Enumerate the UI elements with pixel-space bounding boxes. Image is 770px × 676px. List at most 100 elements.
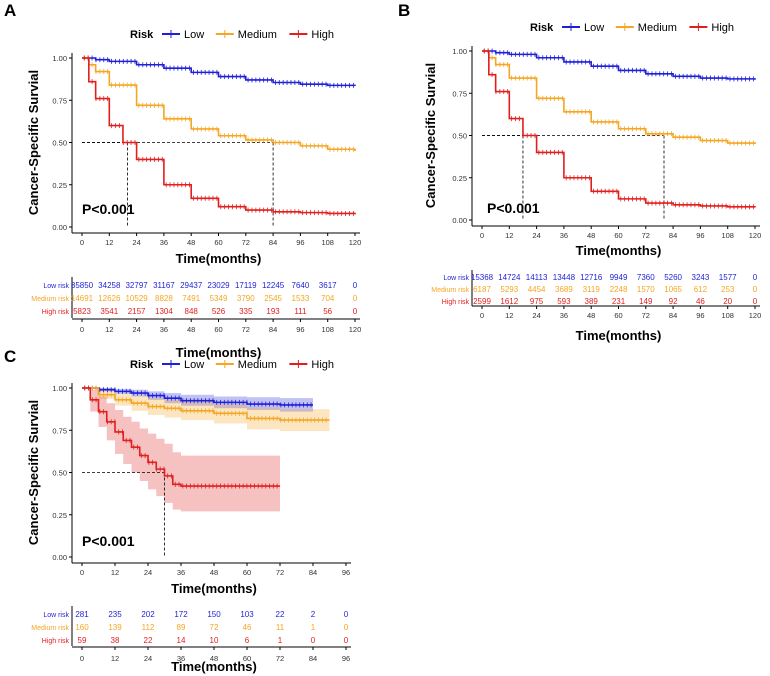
risk-count: 1304 (155, 307, 173, 316)
risk-count: 3689 (555, 285, 573, 294)
risk-x-tick-label: 108 (321, 325, 334, 334)
risk-count: 281 (75, 610, 89, 619)
risk-x-tick-label: 60 (214, 325, 222, 334)
risk-count: 10 (210, 636, 219, 645)
risk-x-tick-label: 48 (210, 654, 218, 663)
risk-table-xlabel: Time(months) (176, 345, 262, 360)
risk-count: 5349 (210, 294, 228, 303)
x-tick-label: 12 (111, 568, 119, 577)
y-tick-label: 0.75 (52, 426, 67, 435)
x-axis-label: Time(months) (171, 581, 257, 596)
risk-x-tick-label: 0 (480, 311, 484, 320)
risk-count: 17119 (235, 281, 257, 290)
legend-label-medium: Medium (238, 29, 277, 41)
risk-count: 12245 (262, 281, 285, 290)
risk-count: 14113 (526, 273, 548, 282)
axes: 0.00 0.25 0.50 0.75 1.00 0 12 24 36 48 60 72 84 96 108… (26, 53, 361, 266)
risk-x-tick-label: 36 (160, 325, 168, 334)
risk-x-tick-label: 12 (105, 325, 113, 334)
risk-count: 172 (174, 610, 188, 619)
x-tick-label: 36 (560, 231, 568, 240)
x-tick-label: 120 (749, 231, 762, 240)
x-tick-label: 96 (296, 238, 304, 247)
legend-label-high: High (711, 22, 734, 34)
risk-row-label: Medium risk (31, 625, 69, 632)
x-tick-label: 24 (532, 231, 540, 240)
risk-table-xlabel: Time(months) (576, 328, 662, 343)
risk-count: 14724 (498, 273, 521, 282)
risk-x-tick-label: 0 (80, 325, 84, 334)
risk-count: 15368 (471, 273, 494, 282)
risk-count: 8828 (155, 294, 173, 303)
risk-x-tick-label: 72 (642, 311, 650, 320)
risk-count: 1533 (292, 294, 310, 303)
x-tick-label: 108 (321, 238, 334, 247)
legend-title: Risk (530, 22, 554, 34)
risk-count: 3119 (583, 285, 601, 294)
x-tick-label: 12 (105, 238, 113, 247)
risk-count: 23029 (207, 281, 230, 290)
risk-count: 7491 (182, 294, 200, 303)
x-tick-label: 108 (721, 231, 734, 240)
risk-count: 56 (323, 307, 332, 316)
risk-count: 12626 (98, 294, 121, 303)
y-tick-label: 0.00 (452, 216, 467, 225)
risk-x-tick-label: 60 (243, 654, 251, 663)
x-tick-label: 72 (276, 568, 284, 577)
risk-count: 0 (753, 297, 758, 306)
y-tick-label: 1.00 (452, 47, 467, 56)
risk-count: 975 (530, 297, 544, 306)
legend-label-medium: Medium (638, 22, 677, 34)
risk-row-label: Medium risk (431, 287, 469, 294)
survival-curve-low (82, 57, 356, 87)
y-tick-label: 0.25 (52, 181, 67, 190)
risk-count: 1 (278, 636, 283, 645)
risk-count: 231 (612, 297, 626, 306)
legend-label-low: Low (184, 359, 204, 371)
risk-count: 389 (585, 297, 599, 306)
risk-row-label: Medium risk (31, 296, 69, 303)
legend-label-high: High (311, 359, 334, 371)
x-tick-label: 72 (642, 231, 650, 240)
y-tick-label: 0.00 (52, 223, 67, 232)
axes: 0.00 0.25 0.50 0.75 1.00 0 12 24 36 48 60 72 84 96 108… (423, 46, 761, 258)
x-tick-label: 48 (210, 568, 218, 577)
x-tick-label: 48 (587, 231, 595, 240)
risk-x-tick-label: 84 (669, 311, 677, 320)
x-tick-label: 96 (696, 231, 704, 240)
risk-count: 12716 (580, 273, 603, 282)
risk-table: Low risk 35850 34258 32797 31167 29437 23029 17… (31, 277, 361, 360)
legend-label-medium: Medium (238, 359, 277, 371)
risk-count: 46 (243, 623, 252, 632)
risk-x-tick-label: 36 (177, 654, 185, 663)
risk-count: 59 (78, 636, 87, 645)
x-tick-label: 0 (480, 231, 484, 240)
risk-count: 0 (753, 273, 758, 282)
risk-count: 193 (266, 307, 280, 316)
risk-count: 526 (212, 307, 226, 316)
risk-count: 31167 (153, 281, 175, 290)
risk-count: 149 (639, 297, 653, 306)
risk-count: 13448 (553, 273, 576, 282)
x-tick-label: 72 (242, 238, 250, 247)
panel-a: A Risk Low Medium High 0.00 0.25 0.50 0.75 1.00 0 1… (4, 1, 361, 360)
risk-count: 3243 (692, 273, 710, 282)
risk-count: 704 (321, 294, 335, 303)
risk-x-tick-label: 120 (749, 311, 762, 320)
risk-count: 1065 (664, 285, 682, 294)
p-value: P<0.001 (487, 200, 540, 216)
risk-row-label: High risk (42, 638, 70, 645)
risk-count: 202 (141, 610, 155, 619)
y-tick-label: 0.25 (52, 511, 67, 520)
risk-count: 22 (144, 636, 153, 645)
risk-count: 235 (108, 610, 122, 619)
risk-x-tick-label: 96 (296, 325, 304, 334)
legend-label-high: High (311, 29, 334, 41)
legend-title: Risk (130, 359, 154, 371)
legend: Risk Low Medium High (130, 29, 334, 41)
risk-count: 139 (108, 623, 122, 632)
x-tick-label: 24 (144, 568, 152, 577)
y-tick-label: 0.50 (452, 132, 467, 141)
y-tick-label: 0.25 (452, 174, 467, 183)
